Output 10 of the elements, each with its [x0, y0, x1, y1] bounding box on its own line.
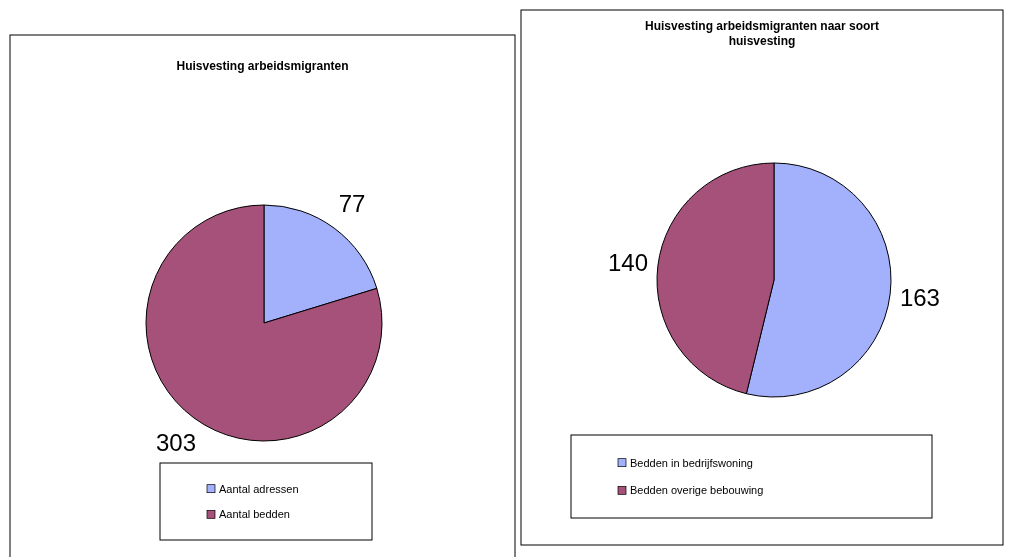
data-label: 303 — [156, 428, 197, 456]
data-label: 163 — [899, 283, 940, 311]
chart-title: Huisvesting arbeidsmigranten — [176, 59, 349, 73]
legend-label: Bedden in bedrijfswoning — [630, 456, 753, 469]
data-label: 140 — [608, 249, 649, 277]
legend-label: Aantal adressen — [219, 482, 299, 495]
data-label: 77 — [338, 190, 366, 218]
legend-label: Bedden overige bebouwing — [630, 484, 764, 497]
legend-label: Aantal bedden — [219, 508, 290, 521]
chart-title: Huisvesting arbeidsmigranten naar soort huisvesting — [644, 19, 880, 48]
